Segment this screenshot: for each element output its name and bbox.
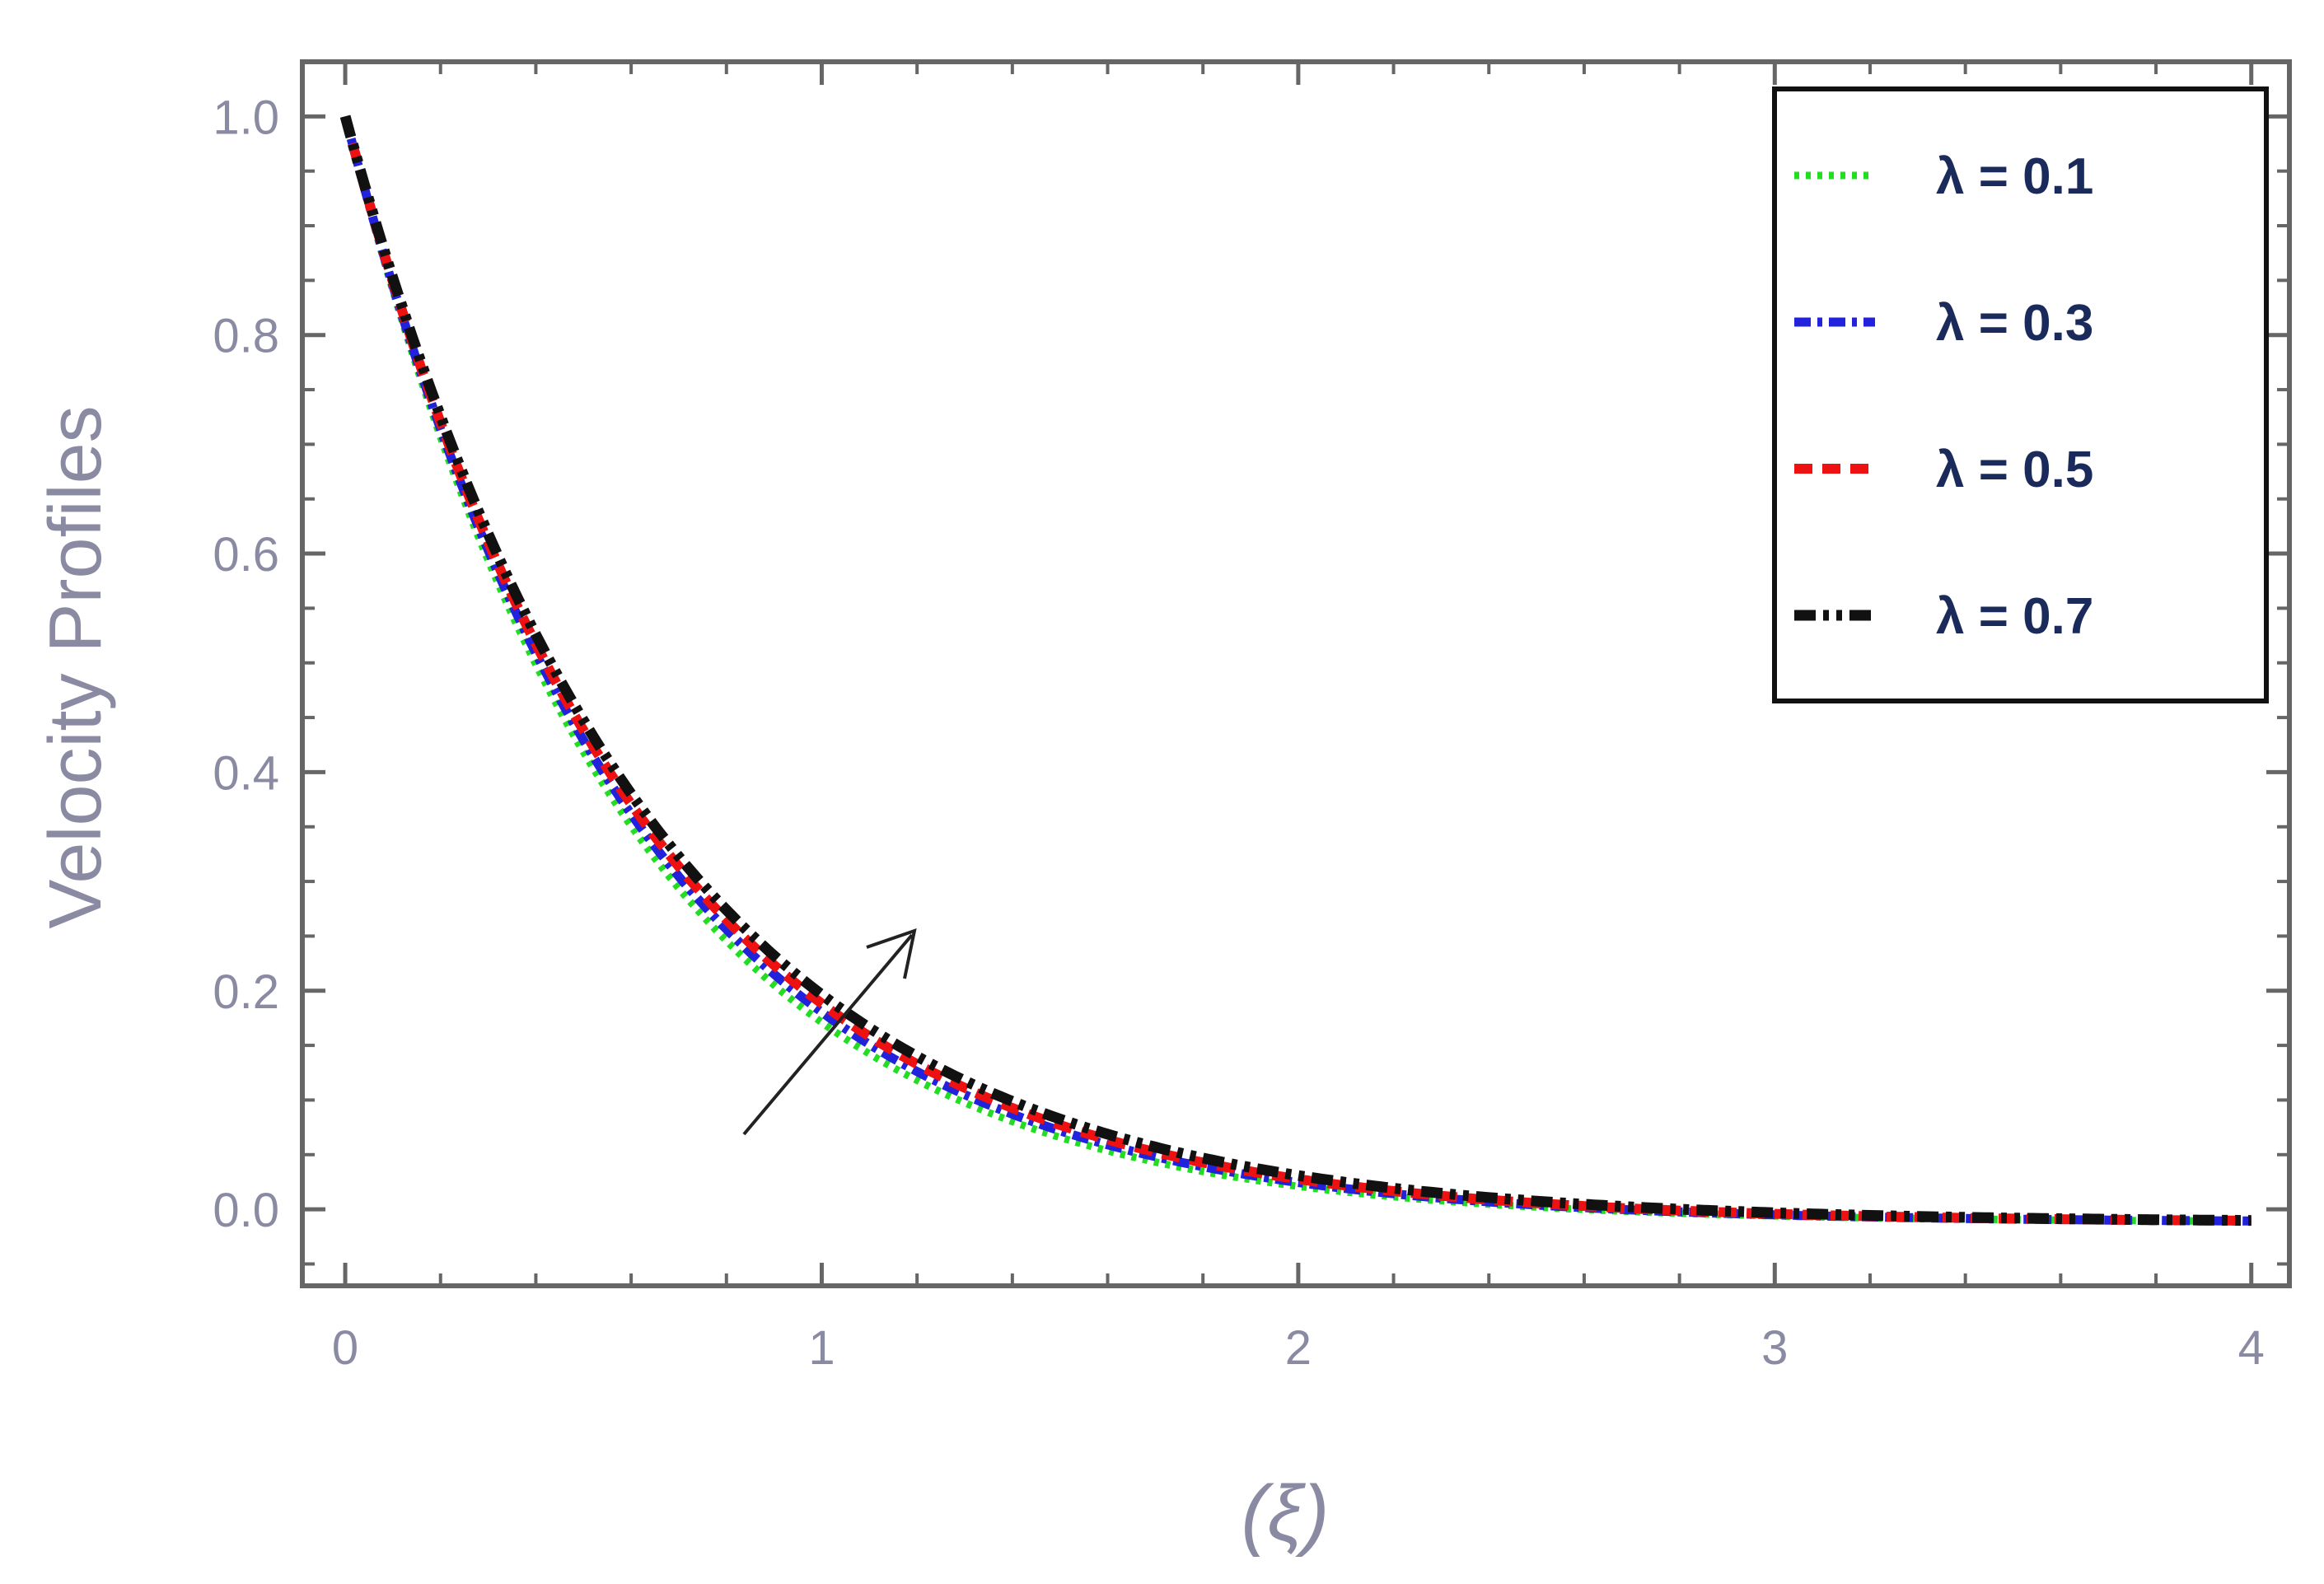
legend: λ = 0.1 λ = 0.3 λ = 0.5 λ = 0.7	[1772, 86, 2269, 703]
trend-arrow	[742, 928, 917, 1136]
x-axis-label: (ξ)	[1241, 1470, 1330, 1558]
legend-label: λ = 0.1	[1936, 148, 2093, 205]
x-tick-label: 4	[2238, 1321, 2265, 1375]
series-line-1	[341, 115, 2252, 1226]
y-tick-label: 0.8	[213, 310, 279, 363]
series-layer	[339, 114, 2252, 1227]
series-line-4	[339, 114, 2252, 1227]
legend-label: λ = 0.5	[1936, 442, 2093, 498]
y-tick-label: 1.0	[213, 91, 279, 144]
x-tick-label: 3	[1761, 1321, 1788, 1375]
y-tick-label: 0.4	[213, 746, 279, 800]
y-axis-label: Velocity Profiles	[35, 405, 117, 928]
y-tick-label: 0.0	[213, 1184, 279, 1237]
x-tick-label: 2	[1285, 1321, 1312, 1375]
x-tick-label: 0	[332, 1321, 358, 1375]
x-tick-label: 1	[808, 1321, 835, 1375]
plot-frame	[300, 59, 2292, 1288]
legend-label: λ = 0.7	[1936, 588, 2093, 645]
y-tick-label: 0.2	[213, 965, 279, 1019]
legend-box	[1772, 86, 2269, 703]
legend-label: λ = 0.3	[1936, 295, 2093, 352]
series-line-3	[340, 114, 2252, 1226]
axis-ticks	[302, 62, 2289, 1286]
tick-labels: 0 1 2 3 4 0.0 0.2 0.4 0.6 0.8 1.0	[213, 91, 2265, 1375]
y-tick-label: 0.6	[213, 528, 279, 582]
